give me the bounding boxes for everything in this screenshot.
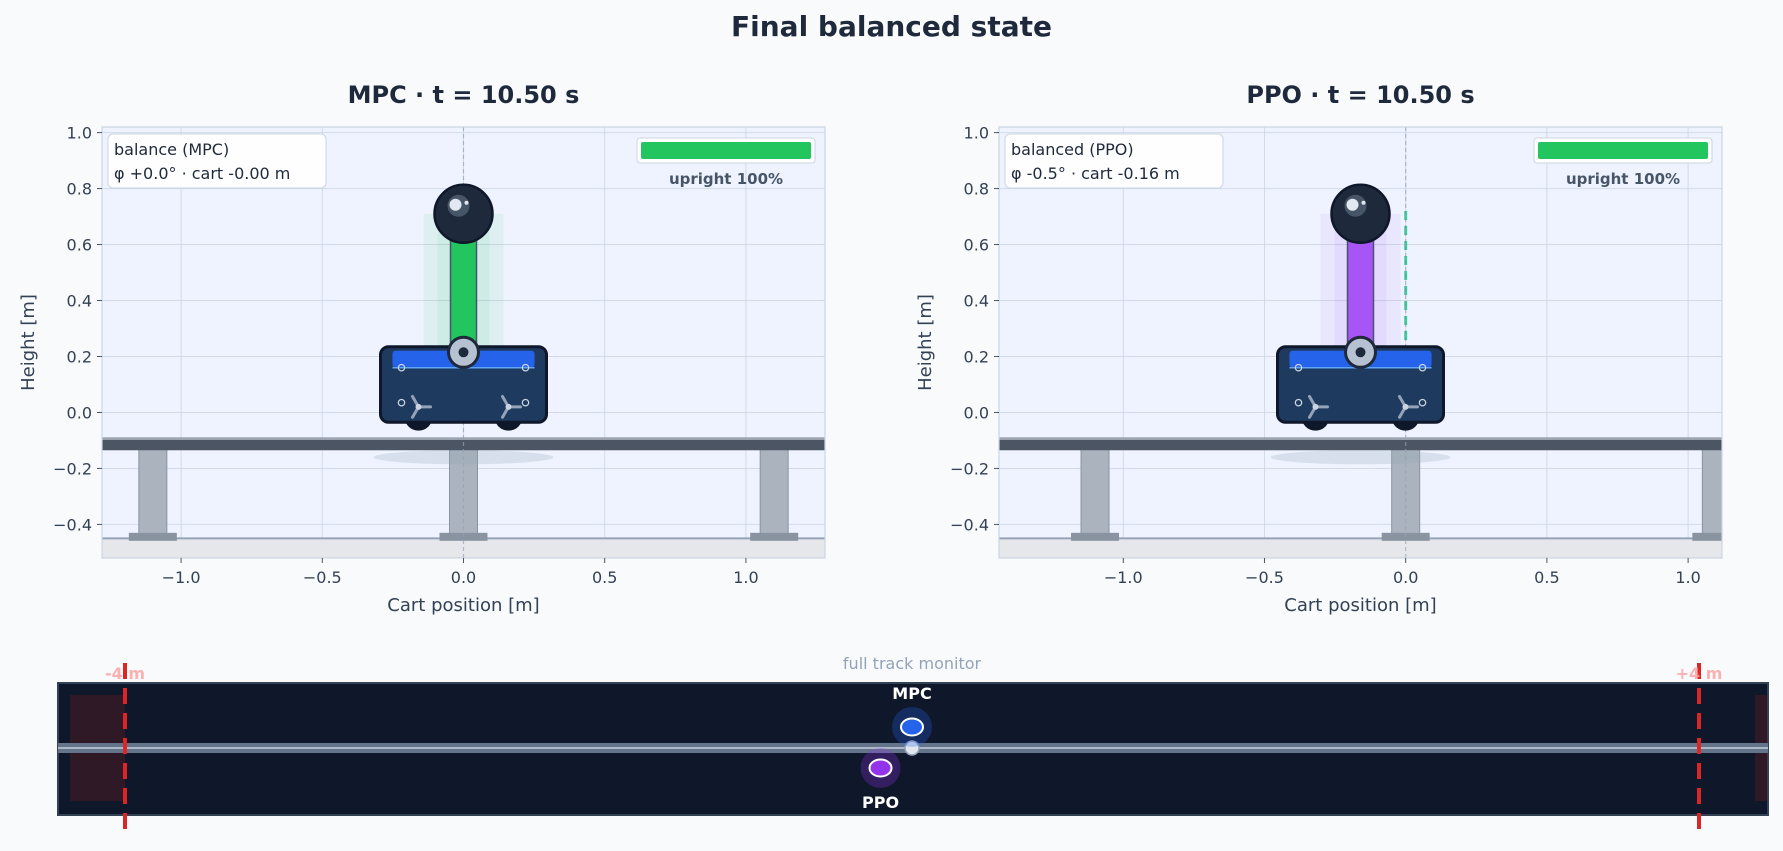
monitor-agent-marker — [868, 758, 893, 778]
right-rail-support — [1701, 445, 1722, 537]
left-ylabel: Height [m] — [18, 294, 39, 391]
left-ytick-label: 1.0 — [67, 124, 92, 143]
left-xtick-label: −0.5 — [303, 568, 342, 587]
right-support-foot — [1692, 532, 1722, 541]
right-xlabel: Cart position [m] — [1284, 595, 1436, 616]
left-bob-highlight — [449, 198, 462, 211]
left-ytick-label: 0.2 — [67, 347, 92, 366]
left-wheel-hub-icon — [501, 394, 522, 419]
left-support-foot — [128, 532, 177, 541]
right-info-line: φ -0.5° · cart -0.16 m — [1011, 164, 1180, 183]
left-info-line: φ +0.0° · cart -0.00 m — [114, 164, 290, 183]
left-wheel-hub-icon — [411, 394, 432, 419]
left-hub-center — [415, 403, 422, 410]
right-ytick-label: 0.6 — [964, 236, 989, 255]
right-bob-highlight — [1346, 198, 1359, 211]
right-ytick-label: 0.0 — [964, 403, 989, 422]
right-wheel-hub-icon — [1398, 394, 1419, 419]
right-wheel-hub-icon — [1308, 394, 1329, 419]
right-xtick-label: −1.0 — [1104, 568, 1143, 587]
right-rivet — [1418, 398, 1427, 407]
left-info-box: balance (MPC) φ +0.0° · cart -0.00 m — [107, 133, 327, 189]
right-floor — [999, 538, 1722, 558]
monitor-title: full track monitor — [843, 654, 982, 673]
left-xtick-label: 0.5 — [592, 568, 617, 587]
left-ytick-label: 0.0 — [67, 403, 92, 422]
right-ylabel: Height [m] — [915, 294, 936, 391]
right-upright-indicator: upright 100% — [1533, 137, 1713, 188]
left-ytick-label: 0.6 — [67, 236, 92, 255]
right-xtick-label: 0.0 — [1393, 568, 1418, 587]
left-pivot-center — [458, 347, 469, 358]
right-info-line: balanced (PPO) — [1011, 140, 1134, 159]
left-rail-support — [138, 445, 168, 537]
right-rivet — [1294, 363, 1303, 372]
right-bob-glint — [1361, 200, 1366, 205]
right-info-box: balanced (PPO) φ -0.5° · cart -0.16 m — [1004, 133, 1224, 189]
left-upright-indicator: upright 100% — [636, 137, 816, 188]
right-axes-frame — [998, 126, 1723, 559]
left-xtick-label: 1.0 — [733, 568, 758, 587]
left-rivet — [521, 398, 530, 407]
right-ytick-label: −0.4 — [950, 515, 989, 534]
left-info-box-bg — [107, 133, 327, 189]
right-ytick-label: 0.2 — [964, 347, 989, 366]
right-ytick-label: 0.4 — [964, 292, 989, 311]
monitor-center-marker — [904, 740, 920, 756]
right-rail — [999, 437, 1722, 451]
left-ytick-label: −0.4 — [53, 515, 92, 534]
track-monitor: full track monitor -4 m +4 m MPC PPO — [57, 654, 1769, 835]
left-panel: balance (MPC) φ +0.0° · cart -0.00 m uprig… — [18, 81, 826, 616]
right-title: PPO · t = 10.50 s — [1246, 81, 1474, 109]
left-upright-fill — [641, 142, 811, 159]
monitor-agent-label: PPO — [862, 793, 899, 812]
left-upright-label: upright 100% — [669, 170, 783, 188]
right-rivet — [1418, 363, 1427, 372]
monitor-limit-label: -4 m — [105, 664, 145, 683]
right-cart-shadow — [1270, 450, 1451, 465]
right-pivot-center — [1355, 347, 1366, 358]
left-xtick-label: −1.0 — [162, 568, 201, 587]
left-support-foot — [750, 532, 799, 541]
left-hub-center — [505, 403, 512, 410]
left-xtick-label: 0.0 — [451, 568, 476, 587]
left-rivet — [397, 398, 406, 407]
right-support-foot — [1071, 532, 1120, 541]
left-plot-area — [102, 127, 825, 558]
right-ytick-label: −0.2 — [950, 459, 989, 478]
monitor-agent-marker — [900, 717, 924, 737]
right-xtick-label: 0.5 — [1534, 568, 1559, 587]
figure-title: Final balanced state — [731, 10, 1052, 43]
left-ytick-label: 0.4 — [67, 292, 92, 311]
left-ytick-label: 0.8 — [67, 180, 92, 199]
left-xlabel: Cart position [m] — [387, 595, 539, 616]
right-xtick-label: −0.5 — [1245, 568, 1284, 587]
right-info-box-bg — [1004, 133, 1224, 189]
right-ytick-label: 1.0 — [964, 124, 989, 143]
left-ytick-label: −0.2 — [53, 459, 92, 478]
right-plot-area — [999, 127, 1722, 558]
left-info-line: balance (MPC) — [114, 140, 229, 159]
right-xtick-label: 1.0 — [1675, 568, 1700, 587]
right-upright-fill — [1538, 142, 1708, 159]
monitor-agent-label: MPC — [892, 684, 931, 703]
left-bob-glint — [464, 200, 469, 205]
right-hub-center — [1312, 403, 1319, 410]
right-upright-label: upright 100% — [1566, 170, 1680, 188]
left-cart-shadow — [373, 450, 554, 465]
right-ytick-label: 0.8 — [964, 180, 989, 199]
monitor-limit-label: +4 m — [1676, 664, 1723, 683]
right-hub-center — [1402, 403, 1409, 410]
left-rivet — [397, 363, 406, 372]
right-rivet — [1294, 398, 1303, 407]
right-panel: balanced (PPO) φ -0.5° · cart -0.16 m upri… — [915, 81, 1723, 616]
left-rail-support — [759, 445, 789, 537]
left-title: MPC · t = 10.50 s — [348, 81, 580, 109]
right-rail-support — [1080, 445, 1110, 537]
left-rivet — [521, 363, 530, 372]
